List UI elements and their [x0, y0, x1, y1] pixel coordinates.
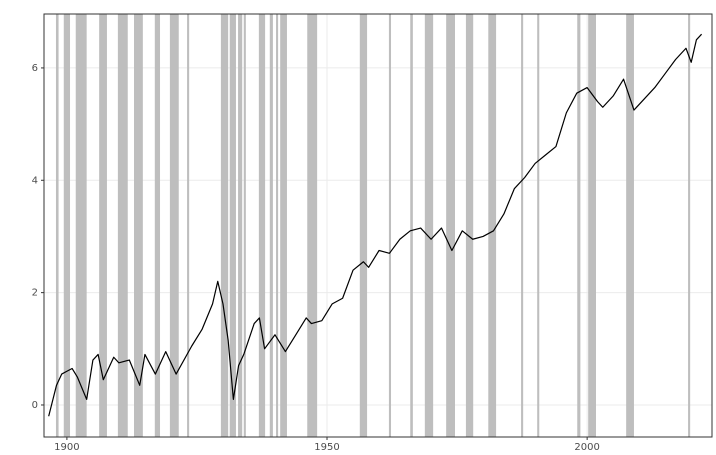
recession-band [588, 14, 596, 437]
x-tick-label: 1950 [314, 442, 339, 451]
recession-band [465, 14, 474, 437]
recession-band [258, 14, 266, 437]
recession-band [243, 14, 246, 437]
y-tick-label: 6 [32, 63, 38, 74]
recession-band [117, 14, 128, 437]
recession-band [280, 14, 287, 437]
y-tick-label: 4 [32, 175, 38, 186]
y-tick-label: 0 [32, 400, 38, 411]
recession-band [276, 14, 279, 437]
recession-band [220, 14, 229, 437]
recession-band [446, 14, 455, 437]
recession-band [388, 14, 392, 437]
recession-band [238, 14, 243, 437]
recession-band [410, 14, 413, 437]
data-line [48, 33, 703, 417]
recession-band [269, 14, 273, 437]
recession-band [359, 14, 368, 437]
recession-band [488, 14, 497, 437]
x-tick-label: 2000 [574, 442, 599, 451]
recession-band [55, 14, 59, 437]
recession-band [688, 14, 691, 437]
panel-border [43, 13, 713, 438]
recession-band [75, 14, 87, 437]
recession-band [154, 14, 161, 437]
recession-band [187, 14, 190, 437]
recession-band [307, 14, 318, 437]
recession-band [99, 14, 107, 437]
recession-band [521, 14, 524, 437]
recession-band [134, 14, 143, 437]
recession-band [424, 14, 434, 437]
x-tick-label: 1900 [54, 442, 79, 451]
y-tick-label: 2 [32, 288, 38, 299]
recession-band [577, 14, 581, 437]
recession-band [229, 14, 236, 437]
recession-band [63, 14, 71, 437]
recession-band [169, 14, 179, 437]
plot-background [44, 14, 712, 437]
recession-band [537, 14, 540, 437]
recession-band [626, 14, 634, 437]
